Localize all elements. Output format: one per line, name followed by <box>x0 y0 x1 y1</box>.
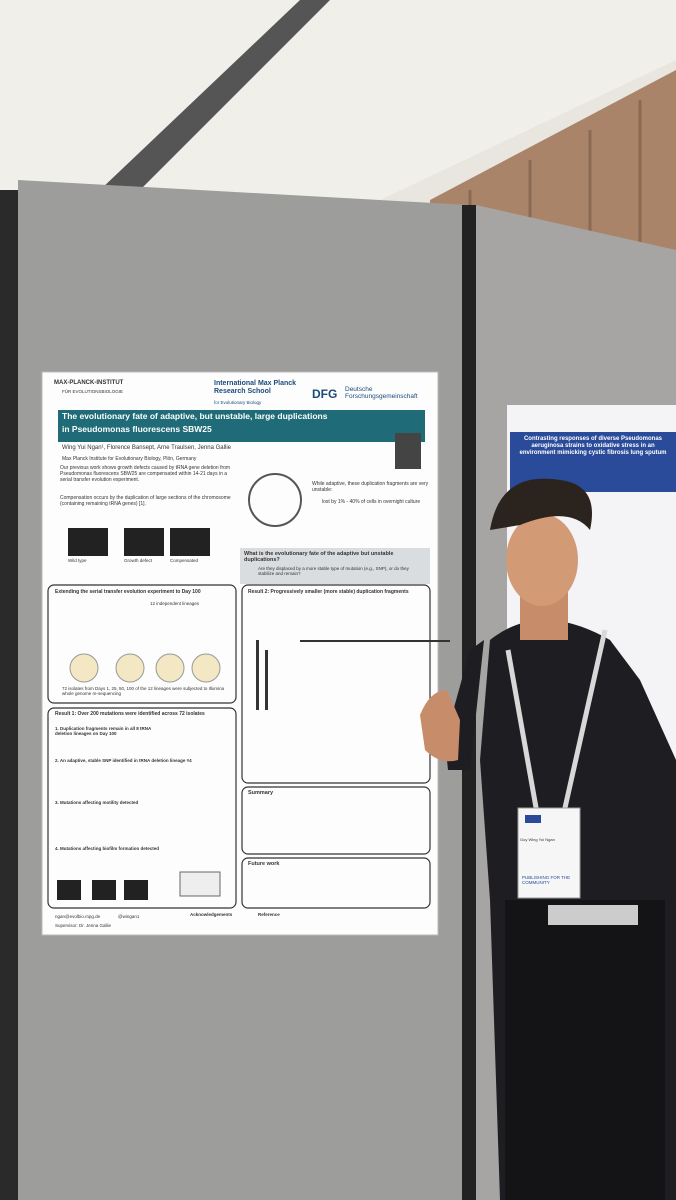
badge-slogan: PUBLISHING FOR THE COMMUNITY <box>522 875 571 886</box>
section-heading: Future work <box>248 861 280 867</box>
result-point: 2. An adaptive, stable SNP identified in… <box>55 758 192 763</box>
dfg-name: Deutsche Forschungsgemeinschaft <box>345 386 418 401</box>
supervisor: Supervisor: Dr. Jenna Gallie <box>55 923 112 928</box>
section-heading: Result 1: Over 200 mutations were identi… <box>55 711 205 717</box>
acknowledgements: Acknowledgements <box>190 912 233 917</box>
section-heading: Result 2: Progressively smaller (more st… <box>248 589 409 595</box>
references: Reference <box>258 912 280 917</box>
result-point: 3. Mutations affecting motility detected <box>55 800 139 805</box>
neighbor-poster-title: Contrasting responses of diverse Pseudom… <box>519 436 667 456</box>
loss: lost by 1% - 40% of cells in overnight c… <box>322 499 421 505</box>
poster-title: The evolutionary fate of adaptive, but u… <box>62 411 328 421</box>
contact: ngan@evolbio.mpg.de <box>55 914 101 919</box>
result-point: 1. Duplication fragments remain in all 8… <box>55 726 152 737</box>
affiliation: Max Planck Institute for Evolutionary Bi… <box>62 456 197 462</box>
isolates: 72 isolates from Days 1, 25, 50, 100 of … <box>62 686 225 697</box>
lineages: 12 independent lineages <box>150 601 200 606</box>
institute: MAX-PLANCK-INSTITUT <box>54 380 124 386</box>
section-heading: Summary <box>248 790 274 796</box>
school: International Max Planck Research School <box>214 380 297 396</box>
subquestion: Are they displaced by a more stable type… <box>258 566 409 577</box>
twitter: @wingan1 <box>118 914 140 919</box>
poster-title: in Pseudomonas fluorescens SBW25 <box>62 424 212 434</box>
bullet: Our previous work shows growth defects c… <box>60 465 231 483</box>
section-heading: Extending the serial transfer evolution … <box>55 589 201 595</box>
authors: Wing Yui Ngan¹, Florence Bansept, Arne T… <box>62 445 231 451</box>
dfg: DFG <box>312 387 338 401</box>
badge-name: Guy Wing Yui Ngan <box>520 837 555 842</box>
school-sub: for Evolutionary Biology <box>214 400 262 405</box>
image-label: Growth defect <box>124 558 153 563</box>
question: What is the evolutionary fate of the ada… <box>244 551 394 564</box>
image-label: Compensated <box>170 558 199 563</box>
bullet: Compensation occurs by the duplication o… <box>60 495 231 507</box>
instability: While adaptive, these duplication fragme… <box>312 481 429 493</box>
image-label: Wild type <box>68 558 87 563</box>
institute-sub: FÜR EVOLUTIONSBIOLOGIE <box>62 389 124 394</box>
result-point: 4. Mutations affecting biofilm formation… <box>55 846 160 851</box>
